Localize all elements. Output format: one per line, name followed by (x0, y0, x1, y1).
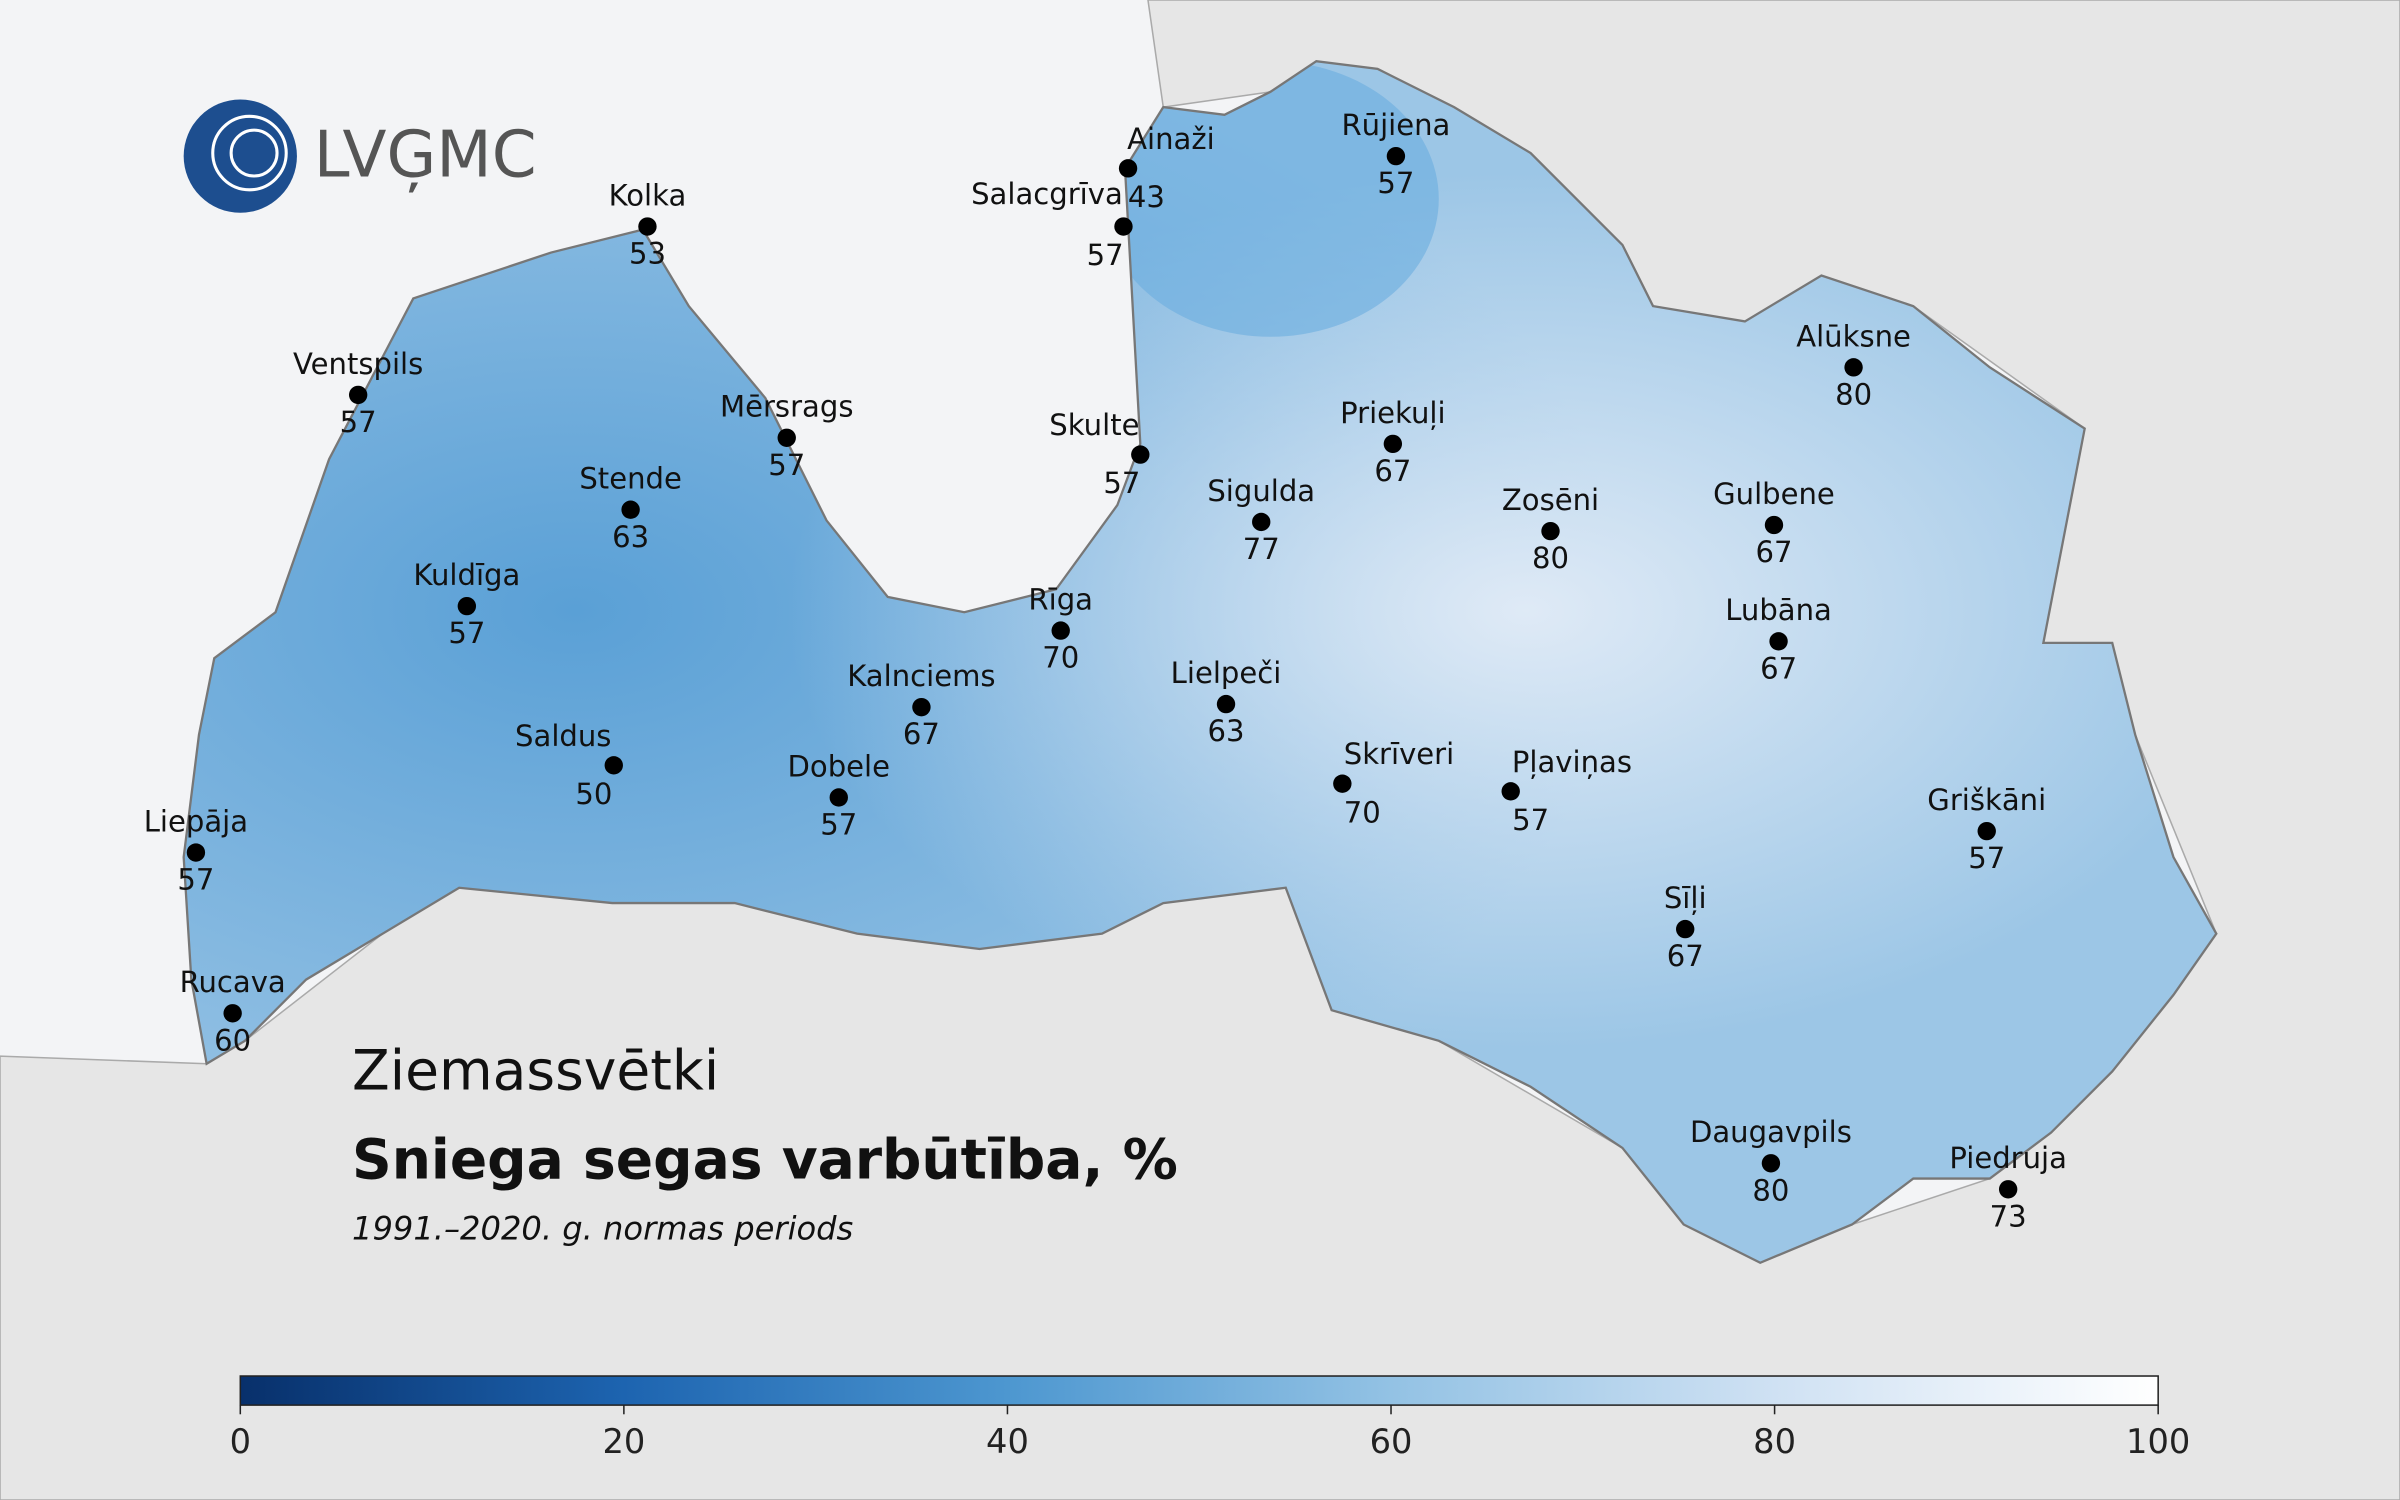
station-name: Sigulda (1207, 474, 1315, 508)
station-name: Rīga (1028, 583, 1093, 617)
station-value: 57 (1512, 803, 1549, 837)
stations: Kolka 53 Ventspils 57 Mērsrags 57 Stende 63 Kuld… (144, 108, 2067, 1233)
station-value: 57 (820, 808, 857, 842)
station-dot (1131, 445, 1150, 464)
station-value: 67 (1755, 535, 1792, 569)
colorbar-tick-label: 100 (2126, 1422, 2190, 1461)
station-value: 73 (1990, 1199, 2027, 1233)
colorbar-tick-label: 60 (1370, 1422, 1413, 1461)
station-dot (457, 596, 477, 616)
station-value: 53 (629, 237, 666, 271)
station-dot (1114, 217, 1133, 236)
station-name: Saldus (515, 719, 611, 753)
station-name: Zosēni (1502, 483, 1599, 517)
station-value: 63 (1208, 714, 1245, 748)
station-dot (1216, 694, 1236, 714)
station-dot (1769, 632, 1788, 651)
station-value: 80 (1532, 541, 1569, 575)
station-value: 57 (1103, 466, 1140, 500)
station-name: Griškāni (1927, 783, 2046, 817)
station-dot (348, 385, 368, 405)
station-value: 80 (1835, 377, 1872, 411)
station-dot (1764, 515, 1784, 535)
station-name: Ventspils (293, 347, 423, 381)
station-value: 50 (575, 777, 612, 811)
station-value: 77 (1243, 532, 1280, 566)
station-value: 43 (1128, 180, 1165, 214)
logo: LVĢMC (183, 99, 537, 213)
colorbar-tick-label: 80 (1753, 1422, 1796, 1461)
station-value: 67 (1760, 651, 1797, 685)
station-dot (829, 788, 848, 807)
station-name: Mērsrags (720, 390, 853, 424)
title: Ziemassvētki (352, 1039, 719, 1103)
station-dot (1541, 521, 1560, 541)
station-value: 57 (448, 616, 485, 650)
station-value: 60 (214, 1023, 251, 1057)
station-name: Skulte (1049, 408, 1139, 442)
station-dot (1386, 146, 1406, 166)
station-name: Daugavpils (1690, 1115, 1852, 1149)
station-name: Kalnciems (847, 659, 995, 693)
colorbar-tick-label: 20 (602, 1422, 645, 1461)
station-value: 70 (1344, 795, 1381, 829)
station-value: 57 (1968, 841, 2005, 875)
station-name: Salacgrīva (971, 177, 1123, 211)
station-name: Sīļi (1664, 881, 1707, 915)
station-name: Kolka (609, 178, 687, 212)
station-name: Lielpeči (1171, 656, 1282, 690)
station-dot (621, 500, 640, 519)
colorbar-tick-label: 0 (230, 1422, 251, 1461)
station-name: Gulbene (1713, 477, 1835, 511)
station-name: Rucava (180, 965, 286, 999)
station-dot (1252, 512, 1271, 532)
station-name: Alūksne (1796, 319, 1911, 353)
station-value: 57 (340, 405, 377, 439)
station-dot (1118, 159, 1138, 178)
station-name: Dobele (788, 749, 891, 783)
station-value: 80 (1752, 1173, 1789, 1207)
subtitle: Sniega segas varbūtība, % (352, 1127, 1178, 1191)
logo-text: LVĢMC (314, 118, 537, 193)
station-dot (223, 1004, 242, 1023)
station-value: 70 (1042, 641, 1079, 675)
station-name: Liepāja (144, 804, 248, 838)
station-value: 57 (1377, 166, 1414, 200)
station-dot (1333, 774, 1352, 793)
station-value: 67 (1667, 939, 1704, 973)
colorbar (239, 1375, 2159, 1406)
station-dot (1761, 1154, 1781, 1173)
station-name: Skrīveri (1344, 737, 1454, 771)
station-name: Pļaviņas (1512, 745, 1632, 779)
station-dot (1383, 434, 1403, 454)
station-dot (1051, 621, 1070, 640)
station-dot (1501, 782, 1520, 801)
station-value: 67 (1374, 454, 1411, 488)
station-value: 63 (612, 520, 649, 554)
station-name: Priekuļi (1340, 396, 1445, 430)
station-value: 57 (768, 448, 805, 482)
station-value: 67 (903, 717, 940, 751)
station-dot (777, 428, 796, 447)
station-name: Ainaži (1127, 122, 1215, 156)
station-dot (604, 756, 623, 775)
station-name: Piedruja (1949, 1141, 2067, 1175)
station-dot (186, 843, 206, 862)
station-value: 57 (1087, 238, 1124, 272)
station-dot (912, 697, 931, 717)
station-value: 57 (177, 863, 214, 897)
station-name: Stende (579, 462, 682, 496)
station-name: Lubāna (1725, 593, 1832, 627)
station-name: Rūjiena (1341, 108, 1450, 142)
station-dot (1977, 821, 1996, 841)
station-name: Kuldīga (413, 558, 520, 592)
station-dot (1998, 1180, 2018, 1199)
colorbar-tick-label: 40 (986, 1422, 1029, 1461)
station-dot (638, 217, 657, 236)
period: 1991.–2020. g. normas periods (352, 1210, 854, 1248)
station-dot (1676, 919, 1695, 939)
station-dot (1844, 358, 1863, 377)
